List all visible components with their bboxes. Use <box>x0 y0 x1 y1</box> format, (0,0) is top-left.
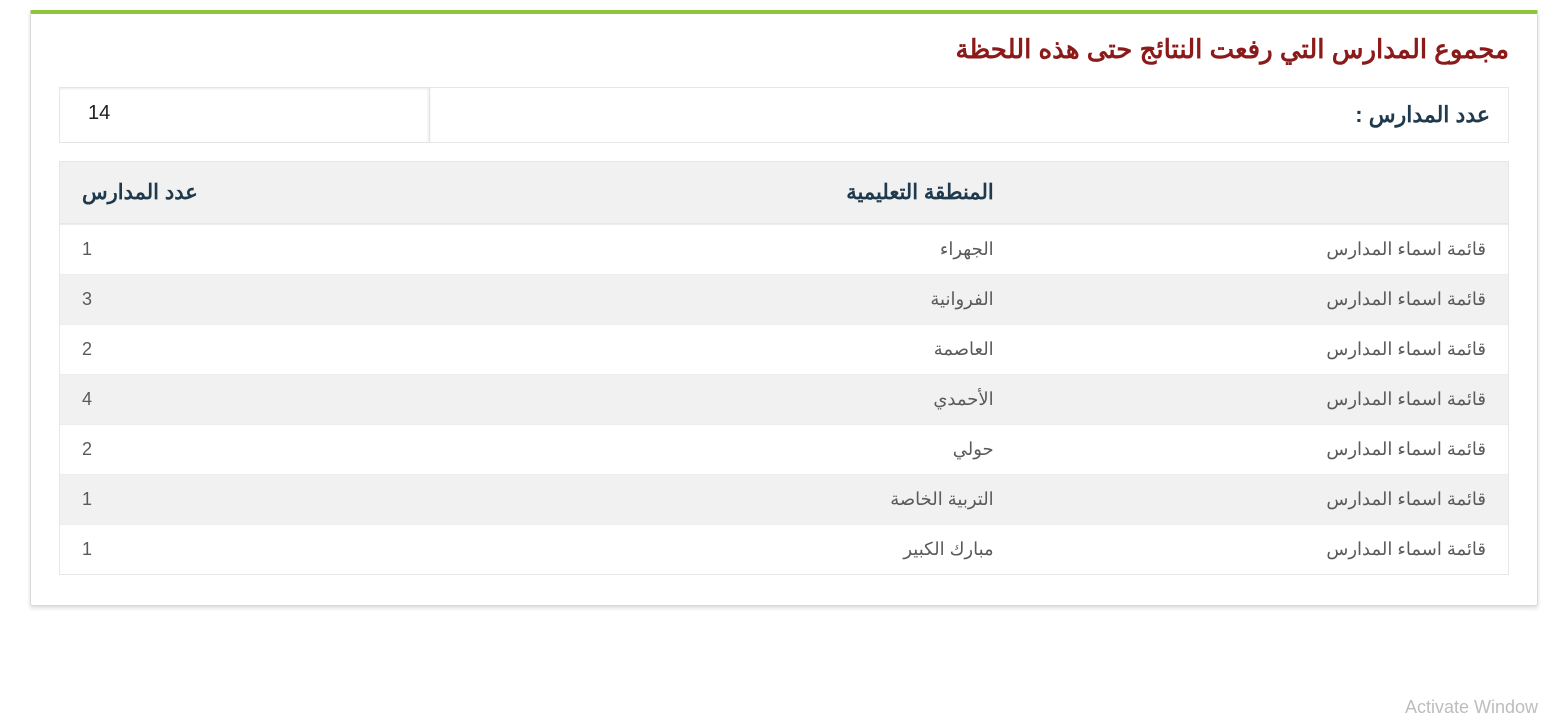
table-row: قائمة اسماء المدارس الجهراء 1 <box>60 224 1508 274</box>
table-row: قائمة اسماء المدارس الأحمدي 4 <box>60 374 1508 424</box>
count-cell: 2 <box>60 324 494 374</box>
schools-table: المنطقة التعليمية عدد المدارس قائمة اسما… <box>59 161 1509 575</box>
count-cell: 1 <box>60 224 494 274</box>
region-cell: العاصمة <box>494 324 1015 374</box>
count-cell: 4 <box>60 374 494 424</box>
panel-title: مجموع المدارس التي رفعت النتائج حتى هذه … <box>59 34 1509 65</box>
school-list-link[interactable]: قائمة اسماء المدارس <box>1326 239 1486 259</box>
table-body: قائمة اسماء المدارس الجهراء 1 قائمة اسما… <box>60 224 1508 574</box>
school-list-link[interactable]: قائمة اسماء المدارس <box>1326 539 1486 559</box>
col-header-region: المنطقة التعليمية <box>494 162 1015 224</box>
summary-value: 14 <box>60 88 430 142</box>
activate-windows-watermark: Activate Window <box>1405 697 1538 719</box>
region-cell: مبارك الكبير <box>494 524 1015 574</box>
school-list-link[interactable]: قائمة اسماء المدارس <box>1326 289 1486 309</box>
school-list-link[interactable]: قائمة اسماء المدارس <box>1326 339 1486 359</box>
count-cell: 1 <box>60 524 494 574</box>
col-header-link <box>1016 162 1508 224</box>
summary-row: عدد المدارس : 14 <box>59 87 1509 143</box>
table-row: قائمة اسماء المدارس التربية الخاصة 1 <box>60 474 1508 524</box>
summary-label: عدد المدارس : <box>430 88 1508 142</box>
watermark-line: Activate Window <box>1405 697 1538 719</box>
results-panel: مجموع المدارس التي رفعت النتائج حتى هذه … <box>30 10 1538 606</box>
school-list-link[interactable]: قائمة اسماء المدارس <box>1326 439 1486 459</box>
table-row: قائمة اسماء المدارس الفروانية 3 <box>60 274 1508 324</box>
school-list-link[interactable]: قائمة اسماء المدارس <box>1326 489 1486 509</box>
region-cell: الفروانية <box>494 274 1015 324</box>
count-cell: 1 <box>60 474 494 524</box>
school-list-link[interactable]: قائمة اسماء المدارس <box>1326 389 1486 409</box>
region-cell: حولي <box>494 424 1015 474</box>
count-cell: 3 <box>60 274 494 324</box>
table-row: قائمة اسماء المدارس مبارك الكبير 1 <box>60 524 1508 574</box>
table-row: قائمة اسماء المدارس العاصمة 2 <box>60 324 1508 374</box>
region-cell: التربية الخاصة <box>494 474 1015 524</box>
region-cell: الجهراء <box>494 224 1015 274</box>
region-cell: الأحمدي <box>494 374 1015 424</box>
table-header-row: المنطقة التعليمية عدد المدارس <box>60 162 1508 224</box>
count-cell: 2 <box>60 424 494 474</box>
table-row: قائمة اسماء المدارس حولي 2 <box>60 424 1508 474</box>
col-header-count: عدد المدارس <box>60 162 494 224</box>
